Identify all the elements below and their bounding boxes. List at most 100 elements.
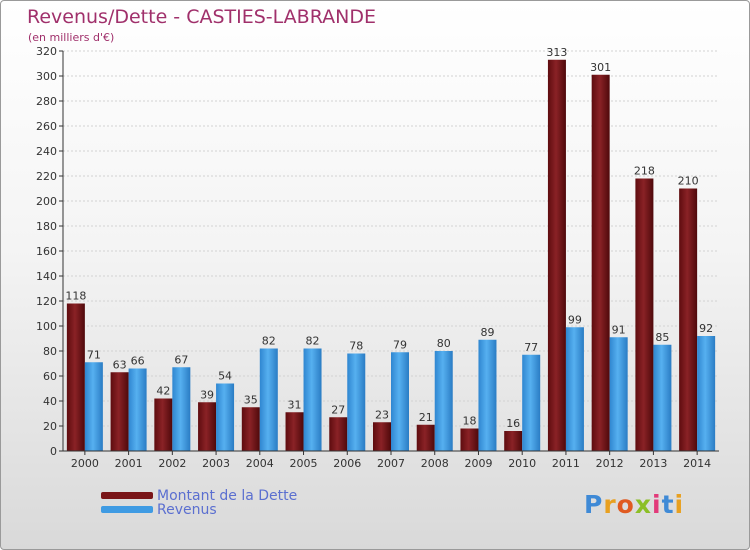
x-tick-label: 2004 (246, 457, 274, 470)
bar-revenue (303, 348, 322, 451)
bar-revenue (391, 352, 409, 451)
x-tick-label: 2000 (71, 457, 99, 470)
data-label-revenue: 79 (393, 338, 407, 351)
bar-revenue (565, 327, 584, 451)
chart-subtitle: (en milliers d'€) (28, 31, 115, 44)
y-tick-label: 60 (43, 370, 57, 383)
data-label-revenue: 99 (568, 313, 582, 326)
bar-debt (591, 74, 610, 451)
bar-debt (154, 398, 173, 451)
data-label-debt: 18 (462, 415, 476, 428)
data-label-revenue: 80 (437, 337, 451, 350)
data-label-debt: 63 (113, 358, 127, 371)
legend-item-revenue: Revenus (101, 501, 217, 518)
bar-revenue (522, 354, 541, 451)
legend-swatch-revenue (101, 506, 153, 513)
bar-debt (285, 412, 304, 451)
logo-letter: P (584, 490, 604, 519)
data-label-revenue: 67 (174, 353, 188, 366)
data-label-revenue: 92 (699, 322, 713, 335)
data-label-debt: 35 (244, 393, 258, 406)
bar-debt (329, 417, 348, 451)
labels-layer: 118 71 63 66 42 67 39 54 35 82 31 82 27 78 23 79 21 80 18 8… (65, 46, 713, 430)
logo-letter: i (652, 490, 662, 519)
bar-revenue (478, 339, 497, 451)
x-tick-label: 2011 (552, 457, 580, 470)
x-tick-label: 2006 (333, 457, 361, 470)
bar-debt (241, 407, 260, 451)
x-tick-label: 2010 (508, 457, 536, 470)
x-tick-label: 2013 (639, 457, 667, 470)
y-tick-label: 260 (36, 120, 57, 133)
proxiti-logo: Proxiti (584, 490, 684, 519)
bar-revenue (259, 348, 278, 451)
bar-debt (504, 431, 523, 451)
data-label-debt: 42 (156, 385, 170, 398)
data-label-debt: 39 (200, 388, 214, 401)
logo-letter: x (634, 490, 652, 519)
data-label-revenue: 77 (524, 341, 538, 354)
y-tick-label: 160 (36, 245, 57, 258)
data-label-debt: 301 (590, 61, 611, 74)
data-label-revenue: 91 (612, 323, 626, 336)
y-tick-label: 180 (36, 220, 57, 233)
bar-revenue (697, 336, 716, 451)
x-tick-label: 2007 (377, 457, 405, 470)
x-tick-label: 2008 (421, 457, 449, 470)
axis-layer: 0 20 40 60 80 100 120 140 160 180 200 220 240 260 280 3… (36, 45, 719, 470)
x-tick-label: 2012 (596, 457, 624, 470)
y-tick-label: 120 (36, 295, 57, 308)
data-label-revenue: 82 (306, 335, 320, 348)
data-label-revenue: 54 (218, 370, 232, 383)
y-tick-label: 0 (50, 445, 57, 458)
bar-debt (110, 372, 129, 451)
x-tick-label: 2009 (464, 457, 492, 470)
y-tick-label: 40 (43, 395, 57, 408)
data-label-revenue: 78 (349, 340, 363, 353)
bar-revenue (653, 344, 672, 451)
bar-revenue (84, 362, 103, 451)
bar-revenue (216, 383, 235, 451)
y-tick-label: 20 (43, 420, 57, 433)
bar-debt (198, 402, 217, 451)
y-tick-label: 240 (36, 145, 57, 158)
data-label-debt: 21 (419, 411, 433, 424)
bar-debt (679, 188, 698, 451)
y-tick-label: 80 (43, 345, 57, 358)
logo-letter: i (674, 490, 685, 519)
data-label-debt: 313 (546, 46, 567, 59)
y-tick-label: 300 (36, 70, 57, 83)
logo-letter: r (603, 490, 617, 519)
logo-letter: t (661, 490, 675, 519)
bar-revenue (172, 367, 191, 451)
y-tick-label: 220 (36, 170, 57, 183)
bar-debt (547, 59, 566, 451)
legend-label-revenue: Revenus (157, 501, 217, 518)
data-label-debt: 27 (331, 403, 345, 416)
chart-title: Revenus/Dette - CASTIES-LABRANDE (27, 6, 376, 28)
data-label-debt: 16 (506, 417, 520, 430)
legend-item-debt: Montant de la Dette (101, 488, 297, 504)
bar-debt (373, 422, 391, 451)
x-tick-label: 2014 (683, 457, 711, 470)
data-label-debt: 210 (678, 175, 699, 188)
data-label-debt: 23 (375, 408, 389, 421)
y-tick-label: 280 (36, 95, 57, 108)
bar-debt (460, 428, 479, 451)
bar-debt (635, 178, 654, 451)
x-tick-label: 2001 (115, 457, 143, 470)
bars-layer (66, 59, 716, 451)
x-tick-label: 2005 (290, 457, 318, 470)
bar-revenue (128, 368, 147, 451)
x-tick-label: 2002 (158, 457, 186, 470)
y-tick-label: 200 (36, 195, 57, 208)
y-tick-label: 140 (36, 270, 57, 283)
data-label-debt: 31 (288, 398, 302, 411)
data-label-revenue: 71 (87, 348, 101, 361)
y-tick-label: 320 (36, 45, 57, 58)
data-label-revenue: 89 (480, 326, 494, 339)
bar-debt (66, 303, 85, 451)
logo-letter: o (616, 490, 635, 519)
